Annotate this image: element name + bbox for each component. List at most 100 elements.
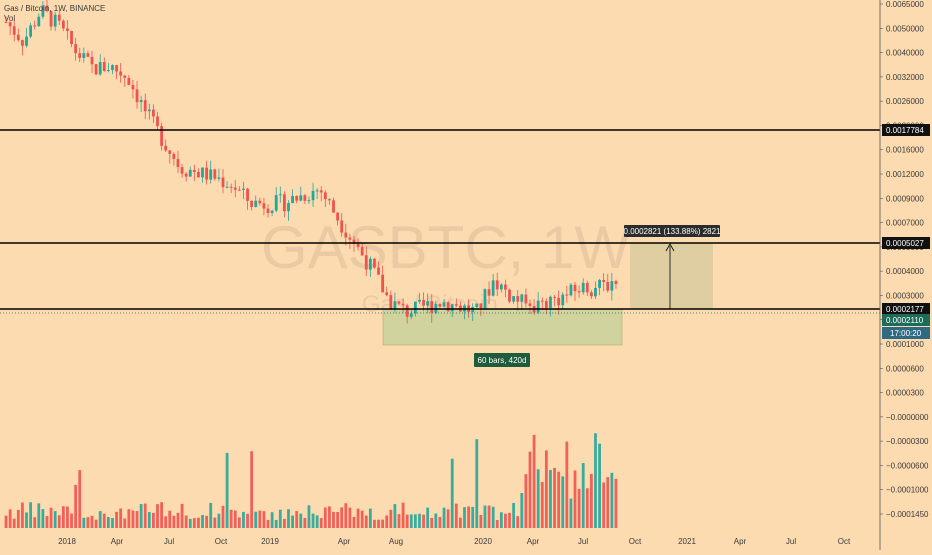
- volume-bar: [307, 505, 311, 528]
- candle-body: [33, 25, 37, 27]
- volume-bar: [495, 519, 499, 528]
- volume-bar: [66, 506, 69, 528]
- volume-bar: [98, 511, 102, 528]
- volume-bar: [356, 508, 360, 528]
- volume-bar: [160, 502, 163, 528]
- volume-bar: [528, 451, 532, 528]
- candle-body: [577, 291, 581, 293]
- candle-body: [66, 28, 69, 31]
- horizontal-line-price-label: 0.0005027: [886, 239, 924, 248]
- candle-body: [544, 301, 548, 308]
- candle-body: [553, 296, 556, 298]
- candle-body: [295, 195, 299, 201]
- volume-bar: [532, 434, 536, 528]
- candle-body: [356, 243, 360, 248]
- candle-body: [192, 169, 196, 172]
- volume-bar: [53, 511, 57, 528]
- time-axis-label: Jul: [164, 537, 174, 546]
- candle-body: [258, 200, 262, 204]
- volume-bar: [266, 519, 270, 528]
- measure-label: 0.0002821 (133.88%) 2821: [624, 227, 722, 236]
- candle-body: [368, 258, 372, 270]
- volume-bar: [319, 518, 323, 528]
- price-tick-label: 0.0001000: [886, 340, 924, 349]
- candle-body: [12, 26, 16, 35]
- volume-bar: [237, 517, 241, 528]
- time-axis[interactable]: 2018 Apr Jul Oct 2019 Apr Aug 2020 Apr Jul Oct 2021…: [58, 537, 851, 546]
- volume-bar: [405, 514, 409, 528]
- volume-bar: [106, 517, 110, 528]
- candle-body: [491, 280, 495, 296]
- range-label: 60 bars, 420d: [478, 356, 527, 365]
- candle-body: [364, 255, 368, 270]
- candle-body: [569, 284, 573, 296]
- range-box: [382, 308, 623, 346]
- volume-bar: [41, 509, 45, 528]
- candle-body: [311, 190, 315, 201]
- price-tick-label: 0.0009000: [886, 194, 924, 203]
- volume-bar: [119, 508, 123, 528]
- volume-bar: [45, 515, 49, 528]
- candle-body: [405, 305, 409, 317]
- volume-bar: [205, 515, 209, 528]
- last-price-label: 0.0002110: [886, 316, 924, 325]
- volume-bar: [254, 511, 258, 528]
- volume-bar: [12, 518, 16, 528]
- time-axis-label: 2019: [261, 537, 279, 546]
- candle-body: [446, 302, 450, 312]
- volume-bar: [483, 505, 487, 528]
- candle-body: [233, 187, 237, 190]
- time-axis-label: Jul: [578, 537, 588, 546]
- candle-body: [139, 100, 143, 103]
- candle-body: [389, 295, 393, 310]
- price-tick-label: 0.0016000: [886, 146, 924, 155]
- candle-body: [82, 53, 86, 58]
- volume-bar: [344, 503, 348, 528]
- volume-bar: [49, 507, 53, 528]
- candle-body: [418, 299, 421, 302]
- volume-bar: [352, 516, 356, 528]
- candle-body: [25, 36, 28, 46]
- volume-bar: [111, 518, 114, 528]
- price-tick-label: −0.0000000: [886, 413, 929, 422]
- price-axis[interactable]: 0.0065000 0.0050000 0.0040000 0.0032000 0.00…: [879, 0, 932, 550]
- volume-bar: [33, 517, 37, 528]
- candle-body: [152, 109, 155, 117]
- drawings-layer[interactable]: [382, 243, 713, 346]
- volume-bar: [328, 506, 331, 528]
- candle-body: [299, 195, 303, 201]
- volume-bar: [540, 481, 544, 528]
- volume-bar: [438, 516, 442, 528]
- candle-body: [4, 21, 8, 23]
- candle-body: [70, 30, 73, 45]
- projection-box: [630, 243, 713, 309]
- volume-bar: [94, 519, 98, 528]
- candle-body: [8, 22, 12, 27]
- candle-body: [184, 173, 188, 177]
- candles-layer: [4, 0, 618, 324]
- candle-body: [549, 296, 552, 308]
- volume-bar: [467, 506, 470, 528]
- horizontal-lines-layer[interactable]: [0, 129, 880, 314]
- candle-body: [565, 294, 569, 296]
- symbol-title[interactable]: Gas / Bitcoin, 1W, BINANCE: [4, 4, 106, 13]
- candle-body: [475, 303, 479, 307]
- volume-bar: [278, 509, 282, 528]
- drawings-labels-layer[interactable]: 0.0002821 (133.88%) 2821 60 bars, 420d: [474, 225, 721, 367]
- candle-body: [348, 237, 352, 240]
- candle-body: [242, 188, 245, 190]
- candle-body: [135, 89, 139, 103]
- candle-body: [160, 126, 163, 146]
- candle-body: [156, 116, 159, 127]
- volume-bar: [340, 507, 344, 528]
- volume-bar: [397, 514, 401, 528]
- candle-body: [393, 301, 397, 310]
- volume-bar: [471, 506, 475, 528]
- time-axis-label: Apr: [111, 537, 124, 546]
- volume-bar: [512, 502, 516, 528]
- price-tick-label: 0.0026000: [886, 97, 924, 106]
- price-tick-label: −0.0000300: [886, 437, 929, 446]
- volume-bar: [70, 513, 73, 528]
